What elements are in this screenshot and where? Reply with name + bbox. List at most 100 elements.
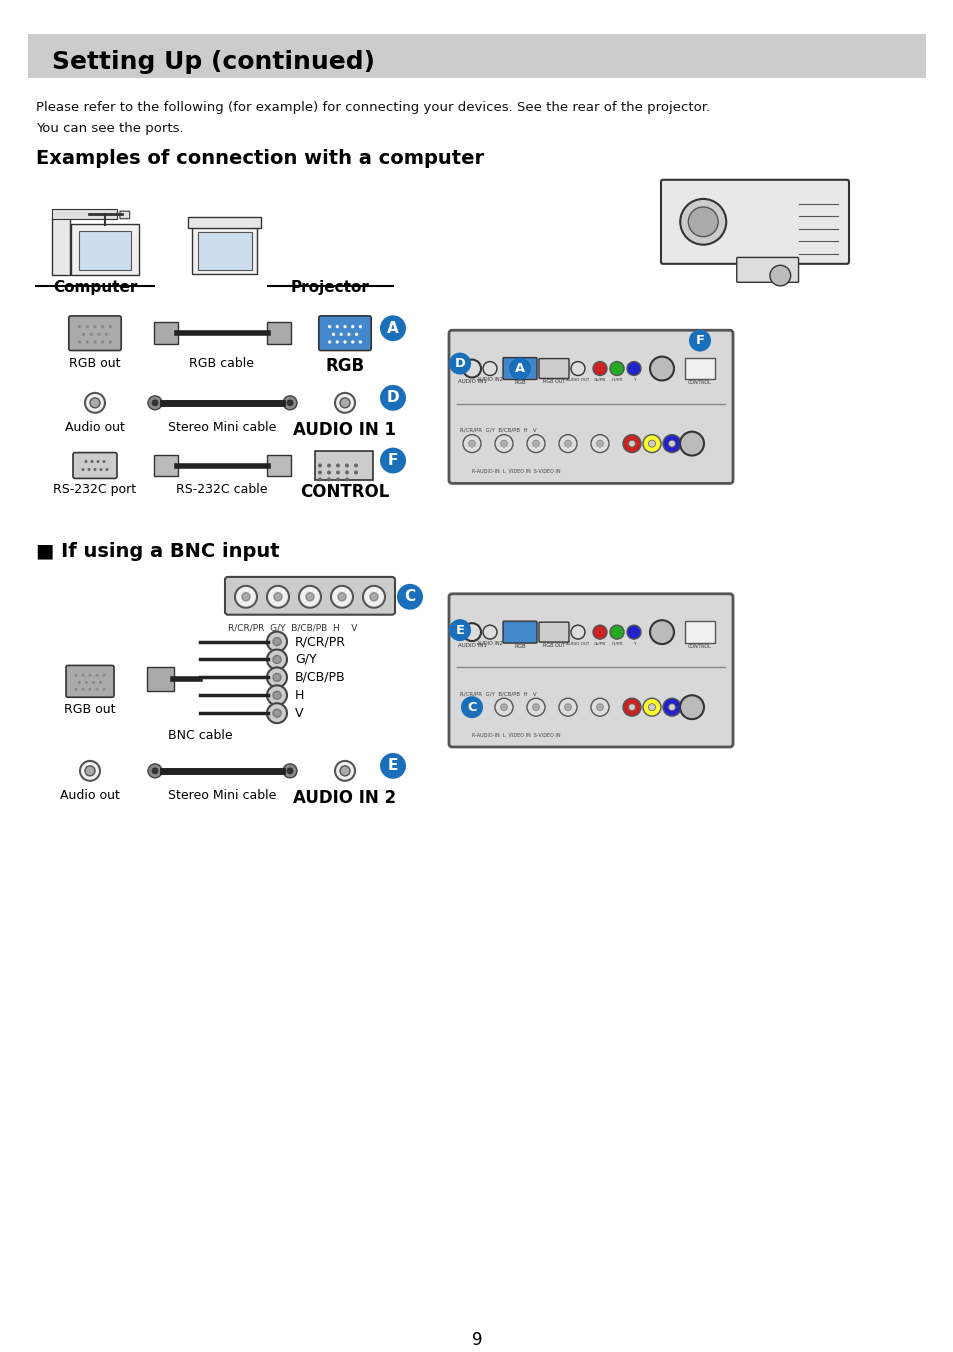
Text: CONTROL: CONTROL	[300, 484, 389, 502]
Circle shape	[85, 765, 95, 776]
Circle shape	[89, 673, 91, 677]
Circle shape	[668, 441, 675, 448]
Circle shape	[81, 688, 85, 691]
Circle shape	[593, 361, 606, 376]
Circle shape	[267, 703, 287, 723]
Text: AUDIO IN 2: AUDIO IN 2	[294, 788, 396, 807]
Text: AUDIO IN 1: AUDIO IN 1	[294, 420, 396, 439]
Text: B/CB/PB: B/CB/PB	[294, 671, 345, 684]
Circle shape	[335, 324, 338, 329]
Text: C: C	[467, 700, 476, 714]
Circle shape	[609, 361, 623, 376]
Text: V: V	[294, 707, 303, 719]
FancyBboxPatch shape	[449, 330, 732, 484]
Circle shape	[102, 673, 106, 677]
Circle shape	[648, 441, 655, 448]
Circle shape	[102, 688, 106, 691]
Circle shape	[335, 341, 338, 343]
Circle shape	[345, 464, 349, 468]
Circle shape	[273, 638, 281, 645]
FancyBboxPatch shape	[660, 180, 848, 264]
Circle shape	[687, 207, 718, 237]
Text: AUDIO IN1: AUDIO IN1	[457, 644, 486, 648]
Text: RGB OUT: RGB OUT	[542, 380, 564, 384]
Circle shape	[558, 698, 577, 717]
Text: H: H	[294, 688, 304, 702]
Circle shape	[267, 585, 289, 608]
Circle shape	[351, 324, 354, 329]
Circle shape	[462, 623, 480, 641]
Circle shape	[571, 625, 584, 639]
Circle shape	[379, 448, 406, 473]
Circle shape	[283, 764, 296, 777]
Text: ■ If using a BNC input: ■ If using a BNC input	[36, 542, 279, 561]
Circle shape	[90, 333, 92, 335]
FancyBboxPatch shape	[66, 665, 113, 698]
Circle shape	[462, 434, 480, 453]
Circle shape	[628, 704, 635, 711]
Text: Cr/PR: Cr/PR	[611, 642, 622, 646]
Circle shape	[317, 477, 322, 481]
Text: AUDIO IN2: AUDIO IN2	[476, 377, 502, 383]
Text: AUDIO OUT: AUDIO OUT	[566, 379, 589, 383]
Circle shape	[379, 753, 406, 779]
Circle shape	[500, 441, 507, 448]
Circle shape	[679, 431, 703, 456]
Circle shape	[273, 691, 281, 699]
FancyBboxPatch shape	[684, 621, 714, 644]
Circle shape	[355, 333, 357, 335]
Circle shape	[345, 477, 349, 481]
Circle shape	[679, 695, 703, 719]
Circle shape	[622, 434, 640, 453]
FancyBboxPatch shape	[538, 358, 568, 379]
Circle shape	[74, 688, 77, 691]
FancyBboxPatch shape	[225, 577, 395, 615]
Circle shape	[571, 361, 584, 376]
Circle shape	[626, 361, 640, 376]
Circle shape	[343, 324, 346, 329]
Circle shape	[526, 698, 544, 717]
Circle shape	[363, 585, 385, 608]
Text: F: F	[695, 334, 703, 347]
Text: C: C	[404, 589, 416, 604]
FancyBboxPatch shape	[267, 454, 291, 476]
Circle shape	[327, 464, 331, 468]
Circle shape	[460, 696, 482, 718]
Circle shape	[590, 434, 608, 453]
Circle shape	[593, 625, 606, 639]
Text: Stereo Mini cable: Stereo Mini cable	[168, 788, 276, 802]
Text: You can see the ports.: You can see the ports.	[36, 122, 183, 135]
Circle shape	[628, 441, 635, 448]
FancyBboxPatch shape	[502, 621, 537, 644]
Circle shape	[354, 470, 357, 475]
Text: G/Y: G/Y	[294, 653, 316, 667]
Text: R/CR/PR  G/Y  B/CB/PB  H   V: R/CR/PR G/Y B/CB/PB H V	[459, 427, 536, 433]
Circle shape	[609, 625, 623, 639]
Circle shape	[85, 681, 88, 684]
Circle shape	[769, 265, 790, 285]
Circle shape	[85, 460, 88, 462]
Circle shape	[74, 673, 77, 677]
Circle shape	[93, 324, 96, 329]
Circle shape	[396, 584, 422, 610]
Circle shape	[95, 673, 98, 677]
Circle shape	[482, 625, 497, 639]
Circle shape	[152, 768, 158, 773]
Circle shape	[306, 592, 314, 600]
Text: AUDIO IN2: AUDIO IN2	[476, 641, 502, 646]
Text: AUDIO OUT: AUDIO OUT	[566, 642, 589, 646]
Circle shape	[662, 698, 680, 717]
Circle shape	[468, 704, 475, 711]
FancyBboxPatch shape	[193, 226, 257, 274]
FancyBboxPatch shape	[538, 622, 568, 642]
Circle shape	[335, 477, 339, 481]
Circle shape	[328, 324, 331, 329]
Text: R-AUDIO-IN  L  VIDEO IN  S-VIDEO IN: R-AUDIO-IN L VIDEO IN S-VIDEO IN	[472, 469, 560, 475]
Circle shape	[331, 585, 353, 608]
Text: Y: Y	[632, 379, 635, 383]
FancyBboxPatch shape	[153, 322, 178, 345]
Text: RGB out: RGB out	[64, 703, 115, 717]
Circle shape	[328, 341, 331, 343]
Circle shape	[274, 592, 282, 600]
FancyBboxPatch shape	[189, 218, 261, 228]
